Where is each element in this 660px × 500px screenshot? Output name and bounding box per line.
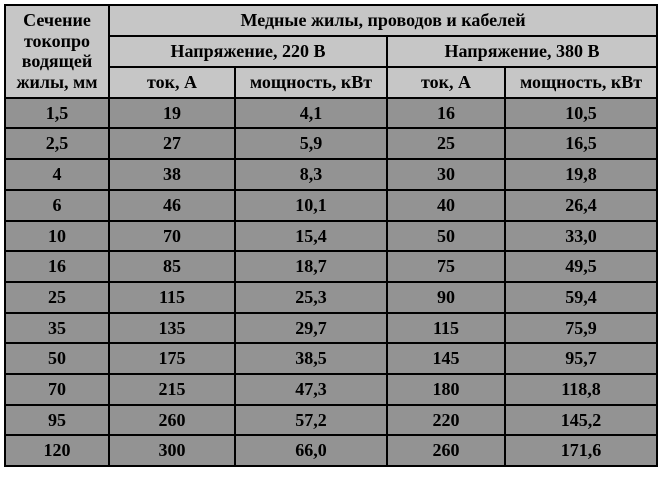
cell-p380: 49,5 <box>505 251 657 282</box>
table-row: 168518,77549,5 <box>5 251 657 282</box>
cell-i220: 27 <box>109 128 235 159</box>
cell-section: 95 <box>5 405 109 436</box>
cell-i380: 220 <box>387 405 505 436</box>
cell-p380: 145,2 <box>505 405 657 436</box>
cable-load-table: Сечение токопро водящей жилы, мм Медные … <box>4 4 658 467</box>
cell-p380: 118,8 <box>505 374 657 405</box>
cell-section: 10 <box>5 221 109 252</box>
cell-section: 1,5 <box>5 98 109 129</box>
cell-p220: 47,3 <box>235 374 387 405</box>
cell-p380: 95,7 <box>505 343 657 374</box>
cell-i380: 50 <box>387 221 505 252</box>
table-row: 2511525,39059,4 <box>5 282 657 313</box>
cell-p220: 15,4 <box>235 221 387 252</box>
cell-i380: 75 <box>387 251 505 282</box>
header-section: Сечение токопро водящей жилы, мм <box>5 5 109 98</box>
header-220: Напряжение, 220 В <box>109 36 387 67</box>
cell-p380: 171,6 <box>505 435 657 466</box>
cell-i220: 46 <box>109 190 235 221</box>
cell-i380: 30 <box>387 159 505 190</box>
cell-p220: 25,3 <box>235 282 387 313</box>
cell-i220: 38 <box>109 159 235 190</box>
cell-p380: 33,0 <box>505 221 657 252</box>
cell-p220: 38,5 <box>235 343 387 374</box>
cell-i380: 16 <box>387 98 505 129</box>
cell-section: 2,5 <box>5 128 109 159</box>
header-top: Медные жилы, проводов и кабелей <box>109 5 657 36</box>
cell-i380: 115 <box>387 313 505 344</box>
cell-i380: 145 <box>387 343 505 374</box>
header-p220: мощность, кВт <box>235 67 387 98</box>
table-body: 1,5194,11610,52,5275,92516,54388,33019,8… <box>5 98 657 466</box>
cell-i380: 25 <box>387 128 505 159</box>
cell-i220: 260 <box>109 405 235 436</box>
cell-i220: 215 <box>109 374 235 405</box>
cell-p380: 75,9 <box>505 313 657 344</box>
header-i220: ток, А <box>109 67 235 98</box>
header-i380: ток, А <box>387 67 505 98</box>
table-row: 4388,33019,8 <box>5 159 657 190</box>
table-row: 7021547,3180118,8 <box>5 374 657 405</box>
cell-i380: 40 <box>387 190 505 221</box>
cell-section: 120 <box>5 435 109 466</box>
cell-i380: 90 <box>387 282 505 313</box>
table-row: 9526057,2220145,2 <box>5 405 657 436</box>
cell-section: 4 <box>5 159 109 190</box>
header-380: Напряжение, 380 В <box>387 36 657 67</box>
table-row: 3513529,711575,9 <box>5 313 657 344</box>
cell-section: 35 <box>5 313 109 344</box>
cell-section: 16 <box>5 251 109 282</box>
cell-p220: 5,9 <box>235 128 387 159</box>
table-row: 1,5194,11610,5 <box>5 98 657 129</box>
cell-i220: 85 <box>109 251 235 282</box>
table-row: 5017538,514595,7 <box>5 343 657 374</box>
cell-p220: 10,1 <box>235 190 387 221</box>
table-header: Сечение токопро водящей жилы, мм Медные … <box>5 5 657 98</box>
cell-i220: 175 <box>109 343 235 374</box>
cell-i220: 135 <box>109 313 235 344</box>
cell-p220: 66,0 <box>235 435 387 466</box>
cell-section: 70 <box>5 374 109 405</box>
cell-p380: 10,5 <box>505 98 657 129</box>
cell-i220: 19 <box>109 98 235 129</box>
cell-p380: 26,4 <box>505 190 657 221</box>
cell-p380: 59,4 <box>505 282 657 313</box>
cell-i380: 180 <box>387 374 505 405</box>
cell-p220: 57,2 <box>235 405 387 436</box>
cell-section: 6 <box>5 190 109 221</box>
table-row: 2,5275,92516,5 <box>5 128 657 159</box>
table-row: 64610,14026,4 <box>5 190 657 221</box>
cell-i220: 300 <box>109 435 235 466</box>
cell-i380: 260 <box>387 435 505 466</box>
cell-p380: 19,8 <box>505 159 657 190</box>
table-row: 12030066,0260171,6 <box>5 435 657 466</box>
cell-p220: 4,1 <box>235 98 387 129</box>
cell-p220: 29,7 <box>235 313 387 344</box>
cell-p220: 8,3 <box>235 159 387 190</box>
cell-i220: 115 <box>109 282 235 313</box>
cell-p220: 18,7 <box>235 251 387 282</box>
cell-i220: 70 <box>109 221 235 252</box>
cell-section: 25 <box>5 282 109 313</box>
cell-p380: 16,5 <box>505 128 657 159</box>
header-p380: мощность, кВт <box>505 67 657 98</box>
cell-section: 50 <box>5 343 109 374</box>
table-row: 107015,45033,0 <box>5 221 657 252</box>
